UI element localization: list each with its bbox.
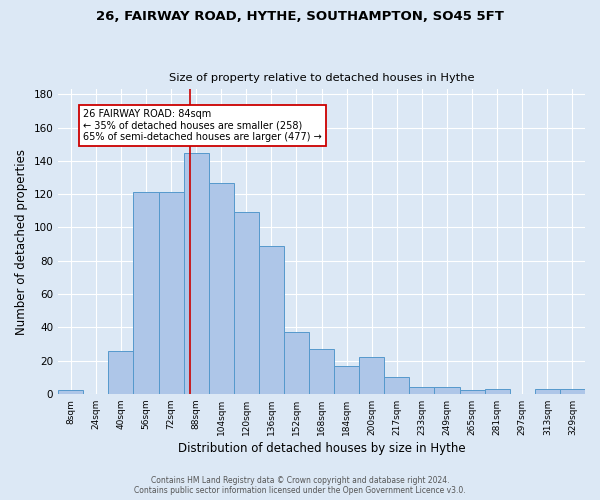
- Text: Contains HM Land Registry data © Crown copyright and database right 2024.
Contai: Contains HM Land Registry data © Crown c…: [134, 476, 466, 495]
- Bar: [434, 387, 460, 394]
- Bar: [184, 152, 209, 394]
- Bar: [409, 387, 434, 394]
- Y-axis label: Number of detached properties: Number of detached properties: [15, 148, 28, 334]
- Bar: [485, 389, 510, 394]
- Title: Size of property relative to detached houses in Hythe: Size of property relative to detached ho…: [169, 73, 475, 83]
- Bar: [209, 182, 234, 394]
- Bar: [359, 357, 385, 394]
- Bar: [133, 192, 158, 394]
- Bar: [259, 246, 284, 394]
- Bar: [385, 377, 409, 394]
- Bar: [234, 212, 259, 394]
- Bar: [334, 366, 359, 394]
- Text: 26, FAIRWAY ROAD, HYTHE, SOUTHAMPTON, SO45 5FT: 26, FAIRWAY ROAD, HYTHE, SOUTHAMPTON, SO…: [96, 10, 504, 23]
- Bar: [158, 192, 184, 394]
- X-axis label: Distribution of detached houses by size in Hythe: Distribution of detached houses by size …: [178, 442, 466, 455]
- Bar: [284, 332, 309, 394]
- Bar: [58, 390, 83, 394]
- Bar: [309, 349, 334, 394]
- Text: 26 FAIRWAY ROAD: 84sqm
← 35% of detached houses are smaller (258)
65% of semi-de: 26 FAIRWAY ROAD: 84sqm ← 35% of detached…: [83, 110, 322, 142]
- Bar: [109, 350, 133, 394]
- Bar: [535, 389, 560, 394]
- Bar: [560, 389, 585, 394]
- Bar: [460, 390, 485, 394]
